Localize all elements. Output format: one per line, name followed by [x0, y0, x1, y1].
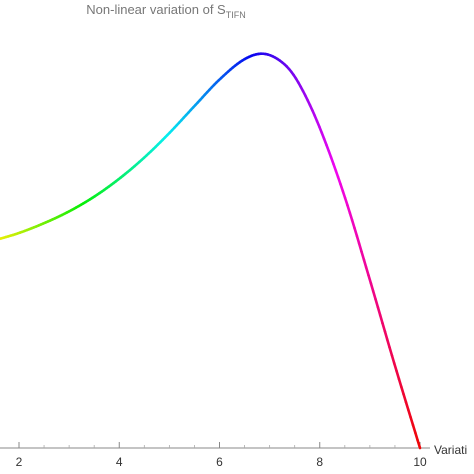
curve-segment — [348, 211, 354, 222]
chart-title: Non-linear variation of STIFN — [86, 2, 245, 20]
curve-segment — [385, 338, 391, 349]
x-tick-label: 10 — [413, 455, 427, 469]
x-tick-label: 4 — [116, 455, 123, 469]
curve-segment — [371, 289, 377, 301]
curve-segment — [399, 385, 405, 396]
curve-segment — [350, 219, 356, 230]
curve-segment — [383, 330, 389, 341]
curve-segment — [355, 234, 361, 245]
x-tick-label: 6 — [216, 455, 223, 469]
curve-segment — [388, 346, 394, 357]
curve-segment — [369, 281, 375, 293]
curve-segment — [364, 266, 370, 277]
curve-segment — [360, 250, 366, 261]
curve-segment — [411, 423, 417, 434]
curve-segment — [376, 305, 382, 317]
curve-segment — [367, 274, 373, 285]
curve-segment — [374, 297, 380, 309]
x-axis: 2 4 6 8 10 — [0, 442, 430, 469]
curve-segment — [397, 377, 403, 388]
data-curve — [0, 52, 422, 450]
curve-segment — [404, 400, 410, 412]
curve-segment — [357, 242, 363, 253]
curve-segment — [414, 431, 419, 442]
x-axis-label: Variati — [434, 443, 467, 457]
curve-segment — [392, 362, 398, 373]
curve-segment — [406, 408, 412, 419]
curve-segment — [362, 258, 368, 269]
curve-segment — [381, 322, 387, 333]
x-tick-label: 2 — [16, 455, 23, 469]
curve-segment — [390, 354, 396, 365]
curve-segment — [378, 313, 384, 325]
curve-segment — [353, 226, 359, 238]
curve-segment — [409, 416, 415, 427]
chart-title-main: Non-linear variation of S — [86, 2, 226, 17]
curve-segment — [402, 393, 408, 404]
chart-title-subscript: TIFN — [226, 10, 246, 20]
curve-segment — [416, 439, 422, 450]
curve-segment — [395, 369, 401, 381]
x-tick-label: 8 — [316, 455, 323, 469]
